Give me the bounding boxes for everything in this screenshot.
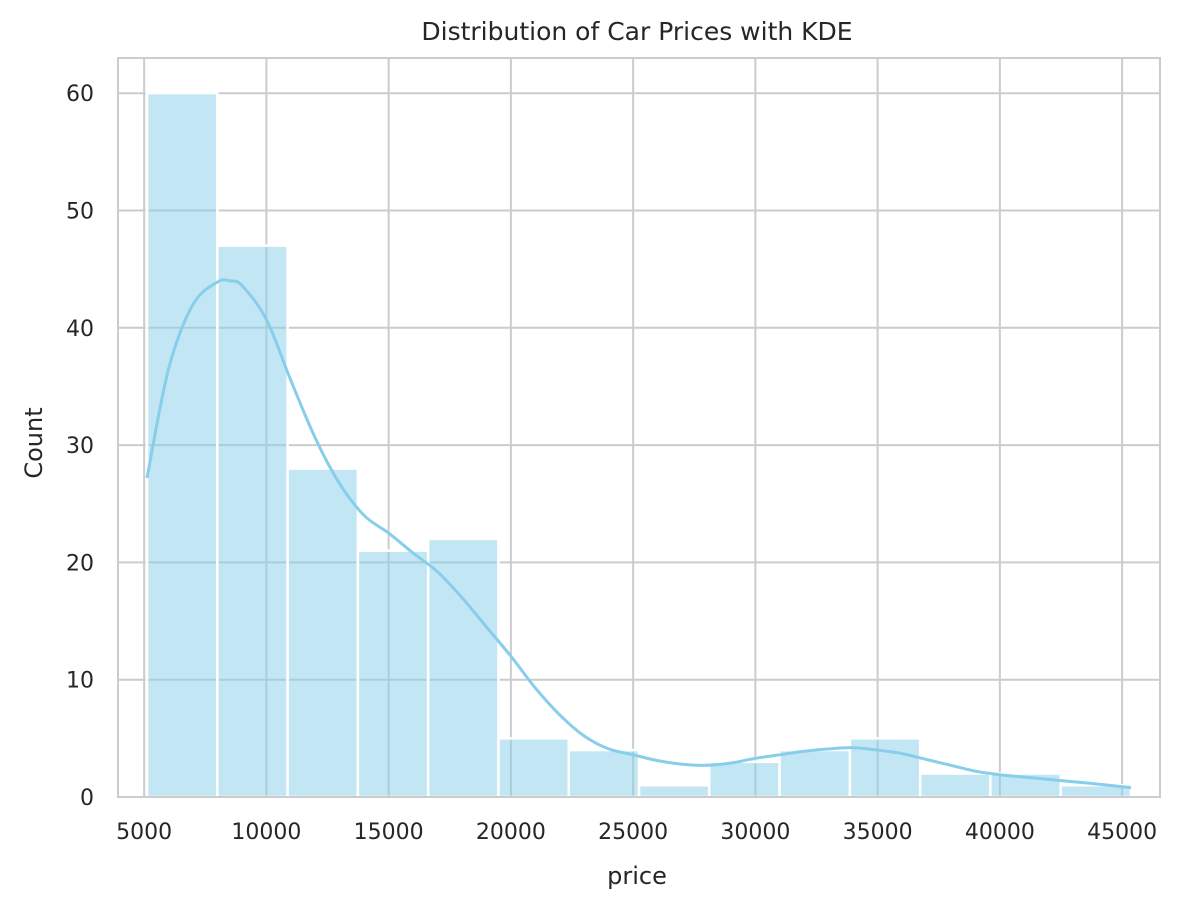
y-tick-labels: 0 10 20 30 40 50 60 bbox=[66, 82, 94, 811]
x-tick-label: 10000 bbox=[231, 820, 301, 845]
histogram-bar bbox=[286, 467, 360, 799]
histogram-bar bbox=[637, 784, 711, 799]
x-tick-label: 20000 bbox=[476, 820, 546, 845]
chart-title: Distribution of Car Prices with KDE bbox=[421, 17, 852, 46]
histogram-bar bbox=[356, 549, 430, 799]
x-tick-label: 30000 bbox=[720, 820, 790, 845]
y-tick-label: 30 bbox=[66, 434, 94, 459]
histogram-bar bbox=[426, 537, 500, 799]
y-tick-label: 0 bbox=[80, 786, 94, 811]
kde-line bbox=[145, 278, 1132, 790]
x-tick-label: 40000 bbox=[965, 820, 1035, 845]
y-tick-label: 60 bbox=[66, 82, 94, 107]
x-tick-label: 25000 bbox=[598, 820, 668, 845]
x-axis-label: price bbox=[607, 862, 667, 890]
y-tick-label: 10 bbox=[66, 669, 94, 694]
histogram-bar bbox=[708, 760, 781, 799]
x-tick-labels: 5000 10000 15000 20000 25000 30000 35000 40000 4… bbox=[116, 820, 1157, 845]
histogram-bar bbox=[216, 244, 289, 799]
histogram-bar bbox=[778, 748, 852, 799]
y-axis-label: Count bbox=[20, 407, 48, 478]
plot-frame bbox=[117, 57, 1161, 798]
histogram-bar bbox=[497, 737, 570, 799]
x-tick-label: 45000 bbox=[1087, 820, 1157, 845]
x-tick-label: 35000 bbox=[843, 820, 913, 845]
histogram-bar bbox=[145, 91, 219, 799]
histogram-bars bbox=[145, 91, 1133, 799]
y-tick-label: 20 bbox=[66, 551, 94, 576]
x-tick-label: 5000 bbox=[116, 820, 172, 845]
x-tick-label: 15000 bbox=[354, 820, 424, 845]
histogram-bar bbox=[567, 748, 641, 799]
y-tick-label: 50 bbox=[66, 199, 94, 224]
histogram-bar bbox=[918, 772, 992, 799]
y-tick-label: 40 bbox=[66, 317, 94, 342]
